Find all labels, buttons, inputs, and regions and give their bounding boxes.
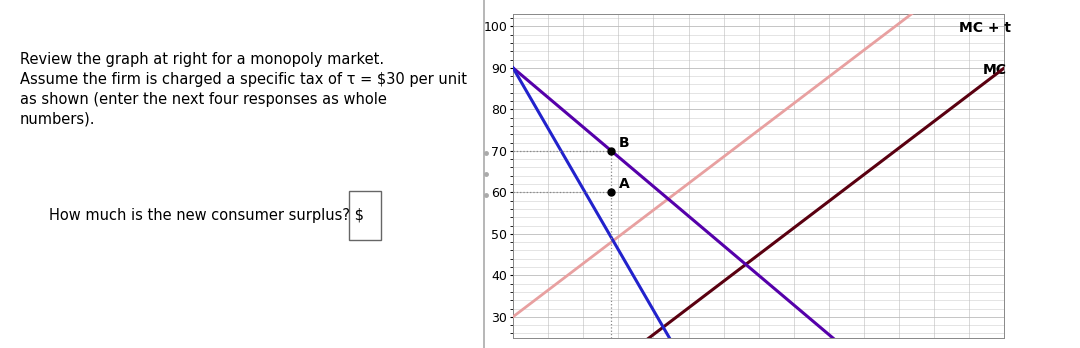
Text: MC + t: MC + t: [959, 22, 1011, 35]
Text: B: B: [619, 136, 630, 150]
Text: How much is the new consumer surplus? $: How much is the new consumer surplus? $: [50, 208, 364, 223]
Text: MC: MC: [983, 63, 1007, 77]
Text: Review the graph at right for a monopoly market.
Assume the firm is charged a sp: Review the graph at right for a monopoly…: [19, 52, 467, 127]
Text: A: A: [619, 177, 630, 191]
FancyBboxPatch shape: [349, 191, 381, 240]
